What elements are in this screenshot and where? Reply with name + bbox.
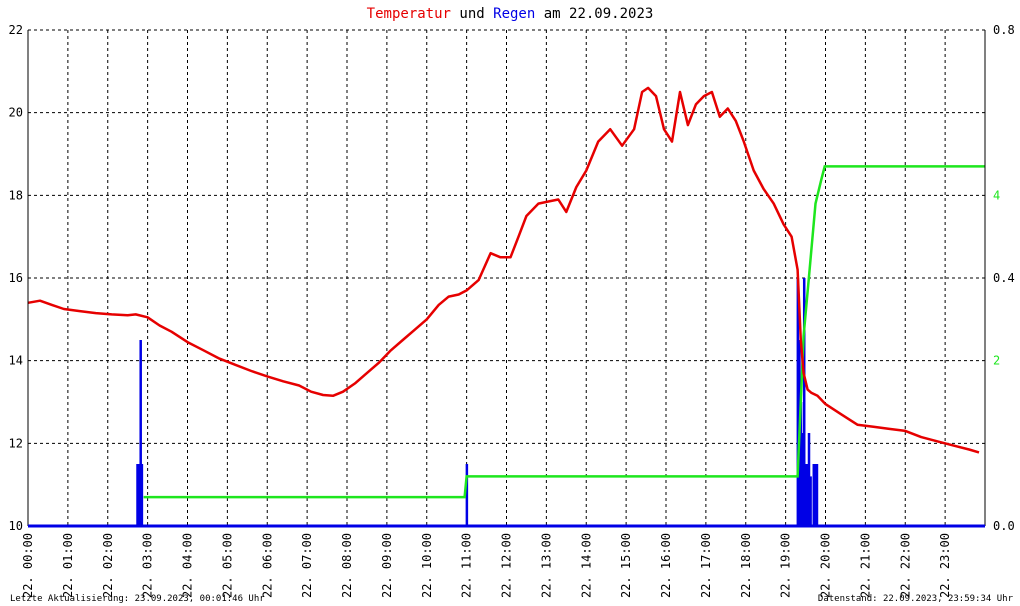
title-und: und: [459, 6, 484, 22]
rain-bar: [807, 433, 811, 526]
rain-bar: [814, 464, 817, 526]
x-tick-label: 22. 00:00: [21, 533, 35, 598]
rain-bar: [806, 464, 809, 526]
y-right-rate-tick-label: 0.8: [993, 23, 1015, 37]
y-right-rate-tick-label: 0.4: [993, 271, 1015, 285]
x-axis: 22. 00:00 22. 01:00 22. 02:00 22. 03:00 22. …: [21, 533, 952, 598]
temperature-line: [27, 86, 980, 454]
y-axis-left: 10 12 14 16 18 20 22: [9, 23, 23, 533]
x-tick-label: 22. 15:00: [619, 533, 633, 598]
rain-bar: [799, 402, 803, 526]
x-tick-label: 22. 12:00: [500, 533, 514, 598]
rain-bar: [796, 278, 800, 526]
rain-bar: [465, 464, 469, 526]
footer-last-update: Letzte Aktualisierung: 23.09.2023, 00:01…: [10, 594, 265, 604]
rain-bar: [137, 464, 141, 526]
title-regen: Regen: [493, 6, 535, 22]
rain-bar: [804, 464, 808, 526]
y-left-tick-label: 22: [9, 23, 23, 37]
rain-bar: [812, 464, 816, 526]
title-date: am 22.09.2023: [544, 6, 654, 22]
grid: [28, 30, 985, 526]
x-tick-label: 22. 23:00: [938, 533, 952, 598]
rain-bar: [809, 476, 812, 526]
x-tick-label: 22. 09:00: [380, 533, 394, 598]
chart-title: Temperatur und Regen am 22.09.2023: [367, 6, 654, 22]
y-left-tick-label: 18: [9, 188, 23, 202]
y-left-tick-label: 16: [9, 271, 23, 285]
temperature-polyline: [27, 86, 980, 454]
x-tick-label: 22. 11:00: [460, 533, 474, 598]
rain-bar: [802, 278, 806, 526]
y-right-sum-tick-label: 4: [993, 188, 1000, 202]
y-right-rate-tick-label: 0.0: [993, 519, 1015, 533]
y-left-tick-label: 12: [9, 436, 23, 450]
x-tick-label: 22. 22:00: [898, 533, 912, 598]
x-tick-label: 22. 20:00: [819, 533, 833, 598]
rain-bar: [140, 464, 144, 526]
plot-frame: [27, 29, 986, 528]
x-tick-label: 22. 18:00: [739, 533, 753, 598]
y-right-sum-tick-label: 2: [993, 354, 1000, 368]
x-tick-label: 22. 14:00: [579, 533, 593, 598]
x-tick-label: 22. 01:00: [61, 533, 75, 598]
x-tick-label: 22. 02:00: [101, 533, 115, 598]
x-tick-label: 22. 19:00: [779, 533, 793, 598]
x-tick-label: 22. 21:00: [858, 533, 872, 598]
y-left-tick-label: 10: [9, 519, 23, 533]
x-tick-label: 22. 03:00: [141, 533, 155, 598]
x-tick-label: 22. 17:00: [699, 533, 713, 598]
x-tick-label: 22. 04:00: [181, 533, 195, 598]
x-tick-label: 22. 05:00: [220, 533, 234, 598]
x-tick-label: 22. 16:00: [659, 533, 673, 598]
y-left-tick-label: 20: [9, 106, 23, 120]
y-axis-right: 0.0 0.4 0.8 2 4: [993, 23, 1015, 533]
footer-data-status: Datenstand: 22.09.2023, 23:59:34 Uhr: [818, 594, 1014, 604]
rain-bar: [136, 464, 139, 526]
title-temperature: Temperatur: [367, 6, 451, 22]
rain-bar: [139, 340, 142, 526]
x-tick-label: 22. 08:00: [340, 533, 354, 598]
rain-sum-line: [143, 165, 985, 499]
rain-bar: [815, 464, 819, 526]
rain-rate-bars: [136, 278, 819, 526]
x-tick-label: 22. 06:00: [260, 533, 274, 598]
x-tick-label: 22. 13:00: [539, 533, 553, 598]
y-left-tick-label: 14: [9, 354, 23, 368]
rain-sum-polyline: [143, 165, 985, 499]
x-tick-label: 22. 10:00: [420, 533, 434, 598]
x-tick-label: 22. 07:00: [300, 533, 314, 598]
rain-bar: [801, 433, 804, 526]
